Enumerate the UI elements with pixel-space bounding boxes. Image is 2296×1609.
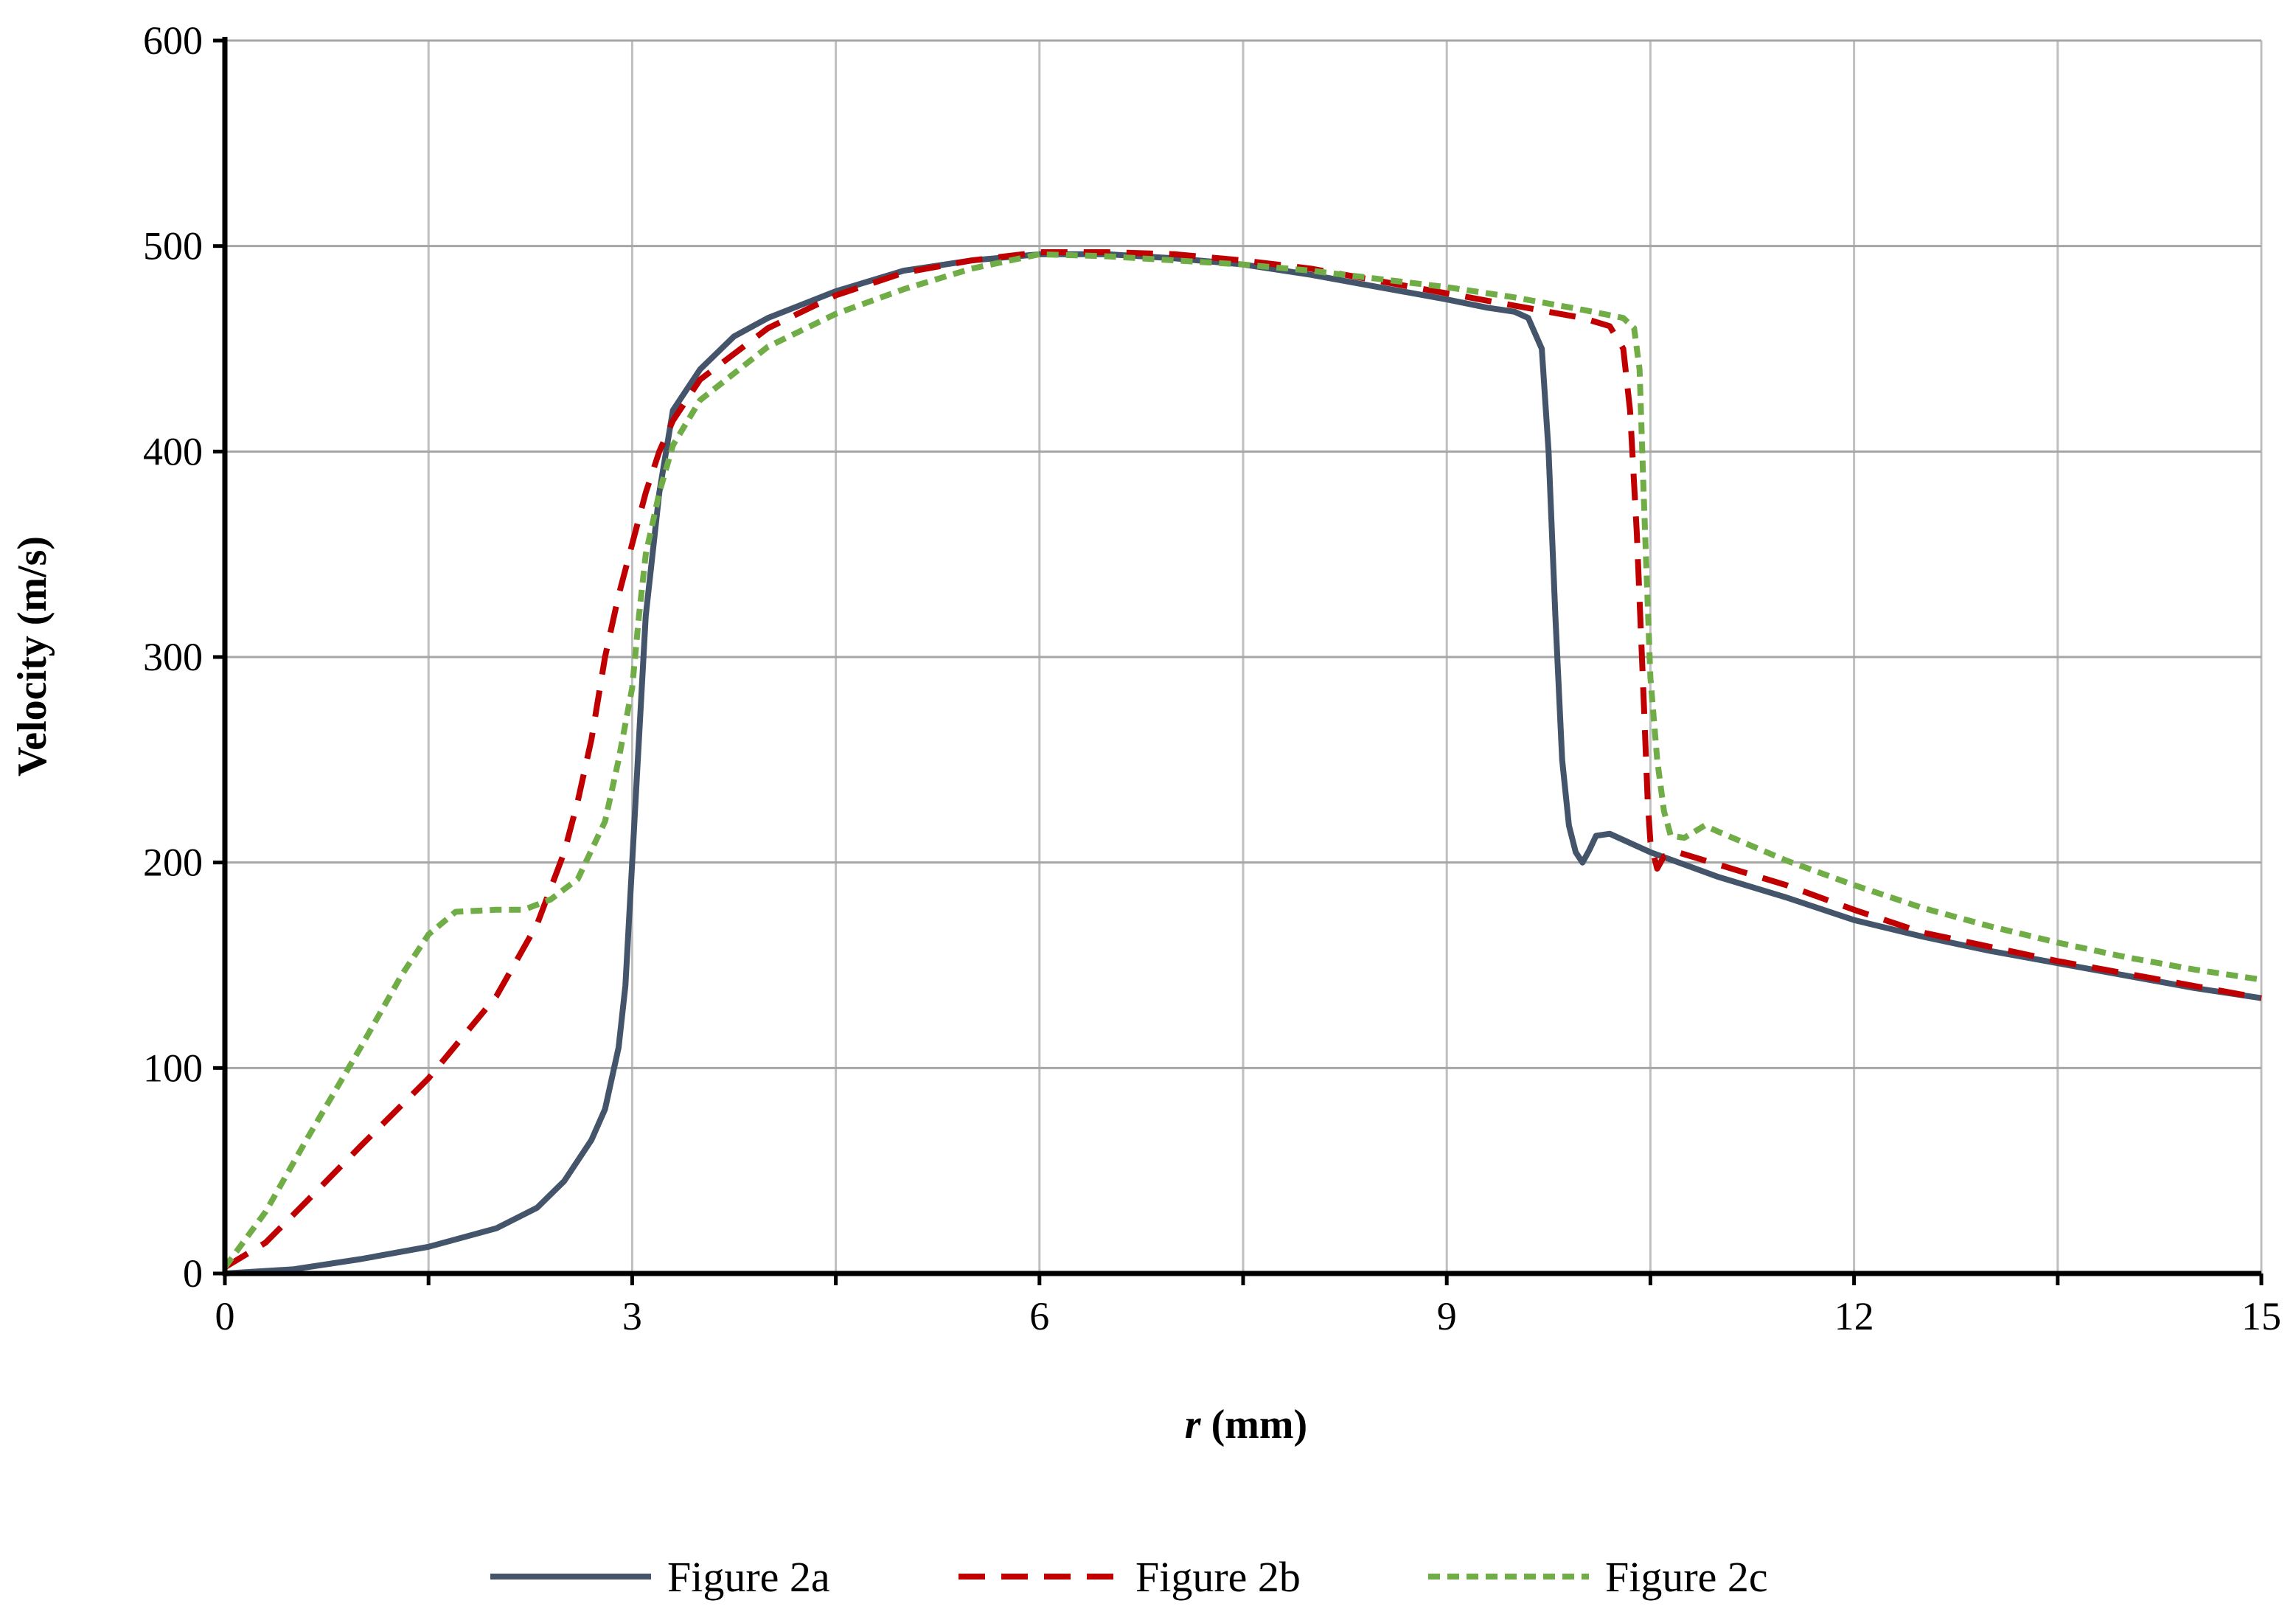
x-tick-label: 15 (2241, 1294, 2281, 1338)
x-axis-title-unit: (mm) (1201, 1402, 1308, 1448)
series-group (222, 249, 2262, 1276)
y-tick-label: 100 (143, 1046, 203, 1090)
legend: Figure 2a Figure 2b Figure 2c (490, 1553, 1768, 1601)
tick-labels: 0 3 6 9 12 15 0 100 200 300 400 500 600 (143, 18, 2281, 1338)
grid-lines (225, 39, 2263, 1273)
y-axis-title: Velocity (m/s) (10, 536, 55, 776)
x-tick-label: 6 (1029, 1294, 1049, 1338)
x-tick-label: 3 (622, 1294, 642, 1338)
y-tick-label: 300 (143, 635, 203, 679)
x-axis-title-symbol: r (1185, 1402, 1202, 1448)
legend-label-1: Figure 2a (667, 1553, 830, 1601)
x-tick-label: 12 (1834, 1294, 1874, 1338)
x-axis-title: r (mm) (1185, 1402, 1307, 1448)
y-tick-label: 600 (143, 18, 203, 63)
x-tick-label: 9 (1437, 1294, 1457, 1338)
x-tick-label: 0 (215, 1294, 235, 1338)
y-tick-label: 0 (183, 1251, 203, 1296)
y-tick-label: 500 (143, 224, 203, 268)
legend-label-3: Figure 2c (1605, 1553, 1768, 1601)
series-line-3 (222, 251, 2262, 1269)
y-tick-label: 400 (143, 429, 203, 473)
axes (213, 37, 2264, 1285)
legend-label-2: Figure 2b (1135, 1553, 1301, 1601)
y-tick-label: 200 (143, 841, 203, 885)
